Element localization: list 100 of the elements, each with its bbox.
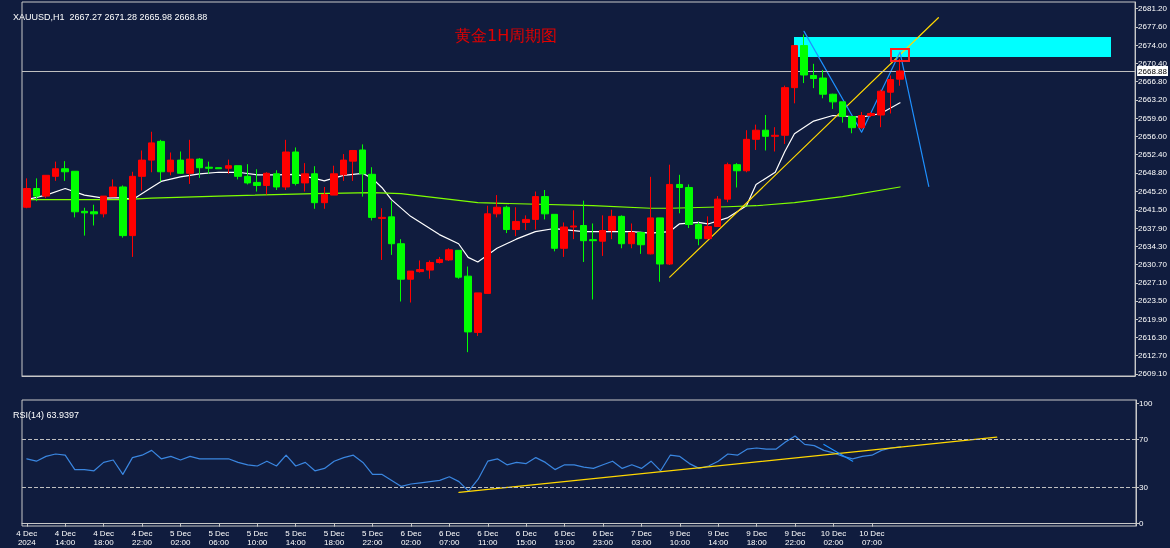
y-tick-label: 100 <box>1139 399 1153 409</box>
candlestick <box>695 221 702 246</box>
y-tick-label: 2634.30 <box>1138 241 1168 251</box>
candlestick <box>618 214 625 249</box>
candlestick <box>234 165 242 180</box>
candlestick <box>829 93 837 110</box>
candlestick <box>570 209 577 240</box>
x-tick-label: 4 Dec 18:00 <box>93 529 115 547</box>
candlestick <box>781 85 789 145</box>
candlestick <box>887 74 894 114</box>
y-tick-label: 70 <box>1139 435 1149 445</box>
candlestick <box>244 163 251 185</box>
x-tick-label: 4 Dec 22:00 <box>131 529 153 547</box>
x-tick-label: 6 Dec 19:00 <box>554 529 576 547</box>
candlestick <box>157 139 165 182</box>
y-tick-label: 2674.00 <box>1138 40 1168 50</box>
candlestick <box>896 58 904 87</box>
candlestick <box>215 167 222 170</box>
candlestick <box>263 171 270 196</box>
candlestick <box>186 139 194 185</box>
candlestick <box>301 162 309 193</box>
line-series <box>803 30 930 188</box>
x-tick-label: 5 Dec 22:00 <box>362 529 384 547</box>
candlestick <box>791 45 798 104</box>
candlestick <box>436 256 443 264</box>
candlestick <box>368 166 376 221</box>
y-tick-label: 2641.50 <box>1138 205 1168 215</box>
candlestick <box>541 189 549 220</box>
candlestick <box>23 177 31 209</box>
x-tick-label: 5 Dec 06:00 <box>208 529 230 547</box>
candlestick <box>771 126 779 152</box>
x-tick-label: 5 Dec 18:00 <box>323 529 345 547</box>
y-tick-label: 2648.80 <box>1138 168 1168 178</box>
candlestick <box>196 157 203 179</box>
x-tick-label: 6 Dec 02:00 <box>400 529 422 547</box>
y-tick-label: 2666.80 <box>1138 77 1168 87</box>
candlestick <box>560 221 568 258</box>
x-tick-label: 6 Dec 23:00 <box>592 529 614 547</box>
y-tick-label: 30 <box>1139 483 1149 493</box>
candlestick <box>109 178 117 198</box>
x-tick-label: 9 Dec 14:00 <box>707 529 729 547</box>
candlestick <box>676 174 683 214</box>
candlestick <box>397 238 405 302</box>
x-tick-label: 10 Dec 07:00 <box>859 529 885 547</box>
candlestick <box>119 184 127 239</box>
candlestick <box>273 169 280 191</box>
candlestick <box>42 174 50 199</box>
candlestick <box>599 214 606 257</box>
x-tick-label: 10 Dec 02:00 <box>820 529 847 547</box>
candlestick <box>493 194 501 218</box>
x-tick-label: 6 Dec 15:00 <box>515 529 537 547</box>
candlestick <box>589 222 597 300</box>
candlestick <box>724 162 731 203</box>
candlestick <box>52 161 59 182</box>
y-tick-label: 2659.60 <box>1138 113 1168 123</box>
candlestick <box>839 101 846 124</box>
x-tick-label: 5 Dec 14:00 <box>285 529 307 547</box>
y-tick-label: 2609.10 <box>1138 369 1168 379</box>
candlestick <box>71 170 79 218</box>
candlestick <box>292 146 299 186</box>
candlestick <box>167 152 174 176</box>
y-tick-label: 2612.70 <box>1138 351 1168 361</box>
candlestick <box>33 177 40 202</box>
y-tick-label: 2677.60 <box>1138 22 1168 32</box>
candlestick <box>608 209 616 240</box>
x-tick-label: 4 Dec 14:00 <box>54 529 76 547</box>
candlestick <box>810 63 817 89</box>
candlestick <box>81 207 88 237</box>
candlestick <box>321 186 328 210</box>
x-tick-label: 4 Dec 2024 <box>16 529 38 547</box>
candlestick <box>100 195 107 218</box>
y-tick-label: 2645.20 <box>1138 186 1168 196</box>
candlestick <box>762 114 769 151</box>
candlestick <box>867 111 875 118</box>
candlestick <box>647 176 654 255</box>
candlestick <box>819 69 827 99</box>
candlestick <box>282 139 290 191</box>
candlestick <box>551 213 558 252</box>
candlestick <box>330 165 338 196</box>
y-tick-label: 2670.40 <box>1138 58 1168 68</box>
candlestick <box>455 249 462 280</box>
x-tick-label: 6 Dec 11:00 <box>477 529 499 547</box>
candlestick <box>378 207 386 261</box>
x-tick-label: 9 Dec 22:00 <box>784 529 806 547</box>
text: XAUUSD,H1 2667.27 2671.28 2665.98 2668.88 <box>13 11 208 22</box>
candlestick <box>225 159 232 175</box>
y-tick-label: 0 <box>1139 519 1144 529</box>
x-tick-label: 5 Dec 02:00 <box>170 529 192 547</box>
candlestick <box>445 247 453 262</box>
candlestick <box>349 149 357 182</box>
candlestick <box>311 165 318 210</box>
line-series <box>26 435 902 492</box>
y-tick-label: 2681.20 <box>1138 4 1168 14</box>
candlestick <box>484 205 491 294</box>
candlestick <box>666 164 673 266</box>
candlestick <box>656 217 664 283</box>
candlestick <box>628 222 635 249</box>
candlestick <box>90 204 98 226</box>
candlestick <box>848 116 856 134</box>
candlestick <box>253 168 261 193</box>
